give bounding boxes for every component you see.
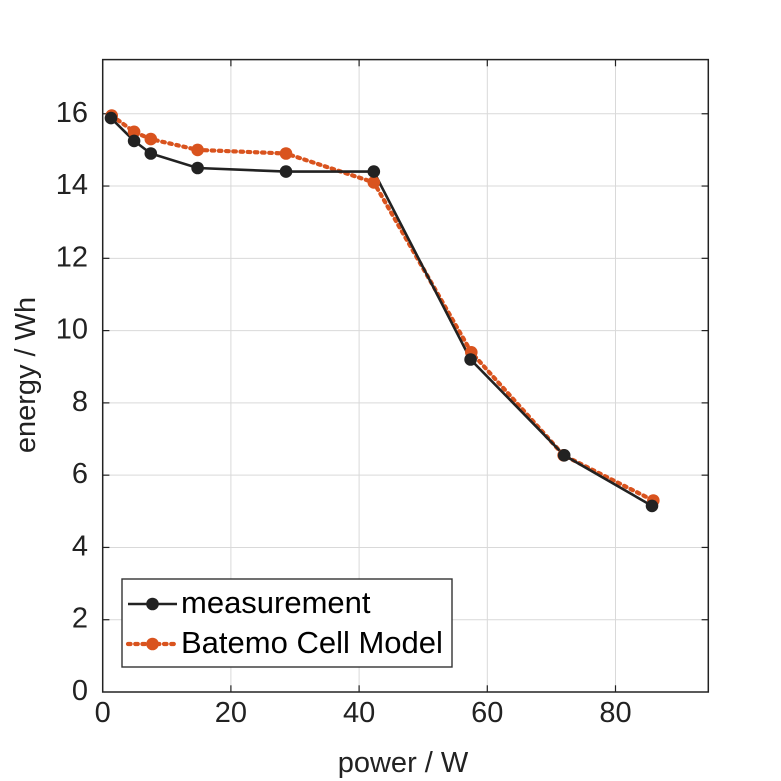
svg-text:60: 60 xyxy=(471,697,503,729)
svg-text:14: 14 xyxy=(56,169,88,201)
svg-text:energy / Wh: energy / Wh xyxy=(10,297,42,453)
svg-text:10: 10 xyxy=(56,314,88,346)
svg-text:20: 20 xyxy=(215,697,247,729)
svg-text:0: 0 xyxy=(72,675,88,707)
svg-text:12: 12 xyxy=(56,241,88,273)
svg-text:power / W: power / W xyxy=(338,747,469,779)
svg-text:40: 40 xyxy=(343,697,375,729)
svg-text:2: 2 xyxy=(72,603,88,635)
svg-text:4: 4 xyxy=(72,530,88,562)
svg-text:0: 0 xyxy=(95,697,111,729)
svg-text:16: 16 xyxy=(56,97,88,129)
svg-text:measurement: measurement xyxy=(181,585,371,620)
svg-text:80: 80 xyxy=(599,697,631,729)
svg-text:6: 6 xyxy=(72,458,88,490)
svg-text:8: 8 xyxy=(72,386,88,418)
svg-text:Batemo Cell Model: Batemo Cell Model xyxy=(181,625,443,660)
